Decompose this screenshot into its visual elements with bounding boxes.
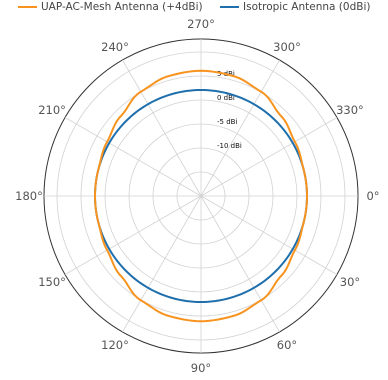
chart-legend: UAP-AC-Mesh Antenna (+4dBi) Isotropic An… <box>0 0 388 16</box>
angle-tick-label: 0° <box>366 189 379 203</box>
angle-tick-label: 180° <box>15 189 43 203</box>
grid-spoke <box>200 117 338 197</box>
legend-swatch-isotropic <box>220 6 239 8</box>
grid-spoke <box>122 195 202 333</box>
legend-item-uap-ac-mesh: UAP-AC-Mesh Antenna (+4dBi) <box>18 1 203 13</box>
angle-tick-label: 30° <box>340 275 360 289</box>
radial-ring-label: 0 dBi <box>217 94 235 102</box>
grid-spoke <box>200 59 280 197</box>
legend-swatch-uap-ac-mesh <box>18 6 37 8</box>
angle-tick-label: 240° <box>101 40 129 54</box>
angle-tick-label: 90° <box>191 361 211 375</box>
grid-spoke <box>64 195 202 275</box>
angle-tick-label: 270° <box>187 17 215 31</box>
radial-ring-label: -10 dBi <box>217 142 242 150</box>
grid-spoke <box>64 117 202 197</box>
legend-label-isotropic: Isotropic Antenna (0dBi) <box>243 1 371 13</box>
grid-spoke <box>122 59 202 197</box>
grid-spoke <box>200 195 280 333</box>
series-line-uap-ac-mesh <box>94 69 308 323</box>
angle-tick-label: 330° <box>336 103 364 117</box>
angle-tick-label: 150° <box>38 275 66 289</box>
angle-tick-label: 210° <box>38 103 66 117</box>
legend-item-isotropic: Isotropic Antenna (0dBi) <box>220 1 370 13</box>
grid-spoke <box>200 195 338 275</box>
angle-tick-label: 120° <box>101 338 129 352</box>
angle-tick-label: 300° <box>273 40 301 54</box>
radial-ring-label: -5 dBi <box>217 118 237 126</box>
legend-label-uap-ac-mesh: UAP-AC-Mesh Antenna (+4dBi) <box>41 1 203 13</box>
angle-tick-label: 60° <box>277 338 297 352</box>
